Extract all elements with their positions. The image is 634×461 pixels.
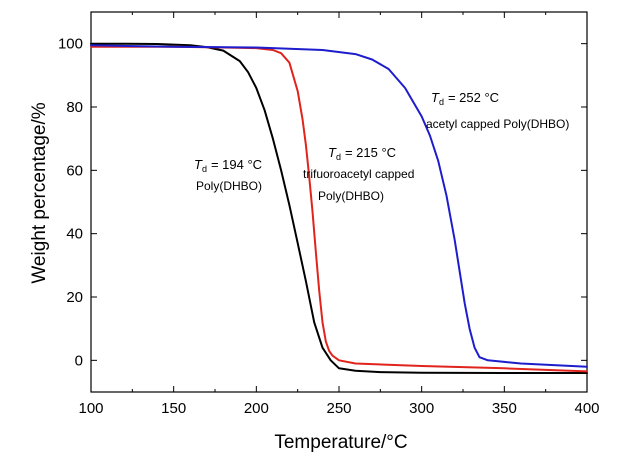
y-tick-label: 80 — [66, 99, 83, 116]
td-value: = 215 °C — [345, 145, 396, 160]
td-value: = 252 °C — [448, 90, 499, 105]
annotation-label: acetyl capped Poly(DHBO) — [426, 117, 569, 131]
td-value: = 194 °C — [211, 157, 262, 172]
x-tick-label: 250 — [326, 400, 351, 417]
y-tick-label: 0 — [75, 352, 83, 369]
svg-text:Td= 215 °C: Td = 215 °C — [328, 145, 396, 162]
series-line-red — [90, 45, 588, 373]
y-axis-title: Weight percentage/% — [29, 102, 50, 283]
series-layer — [90, 42, 588, 374]
annotation-label: Poly(DHBO) — [196, 179, 262, 193]
series-line-black — [90, 42, 588, 374]
td-symbol: T — [328, 145, 337, 160]
annotation-label-line2: Poly(DHBO) — [318, 189, 384, 203]
x-axis-title: Temperature/°C — [274, 432, 407, 453]
y-tick-label: 40 — [66, 226, 83, 243]
x-axis: 100 150 200 250 300 350 400 — [78, 12, 600, 417]
svg-text:Td= 252 °C: Td = 252 °C — [431, 90, 499, 107]
y-tick-label: 20 — [66, 289, 83, 306]
td-subscript: d — [202, 164, 207, 174]
x-tick-label: 350 — [492, 400, 517, 417]
svg-text:Td= 194 °C: Td = 194 °C — [194, 157, 262, 174]
x-tick-label: 200 — [244, 400, 269, 417]
y-axis: 0 20 40 60 80 100 — [58, 36, 587, 369]
td-symbol: T — [431, 90, 440, 105]
y-tick-label: 60 — [66, 162, 83, 179]
annotation-trifluoroacetyl-capped: Td = 215 °C trifuoroacetyl capped Poly(DH… — [303, 145, 414, 203]
annotation-acetyl-capped: Td = 252 °C acetyl capped Poly(DHBO) — [426, 90, 569, 131]
annotation-poly-dhbo: Td = 194 °C Poly(DHBO) — [194, 157, 262, 193]
x-tick-label: 400 — [574, 400, 599, 417]
td-subscript: d — [439, 97, 444, 107]
annotation-label-line1: trifuoroacetyl capped — [303, 167, 414, 181]
x-tick-label: 150 — [161, 400, 186, 417]
y-tick-label: 100 — [58, 36, 83, 53]
series-line-blue — [90, 44, 588, 368]
x-tick-label: 100 — [78, 400, 103, 417]
td-symbol: T — [194, 157, 203, 172]
td-subscript: d — [336, 152, 341, 162]
x-tick-label: 300 — [409, 400, 434, 417]
